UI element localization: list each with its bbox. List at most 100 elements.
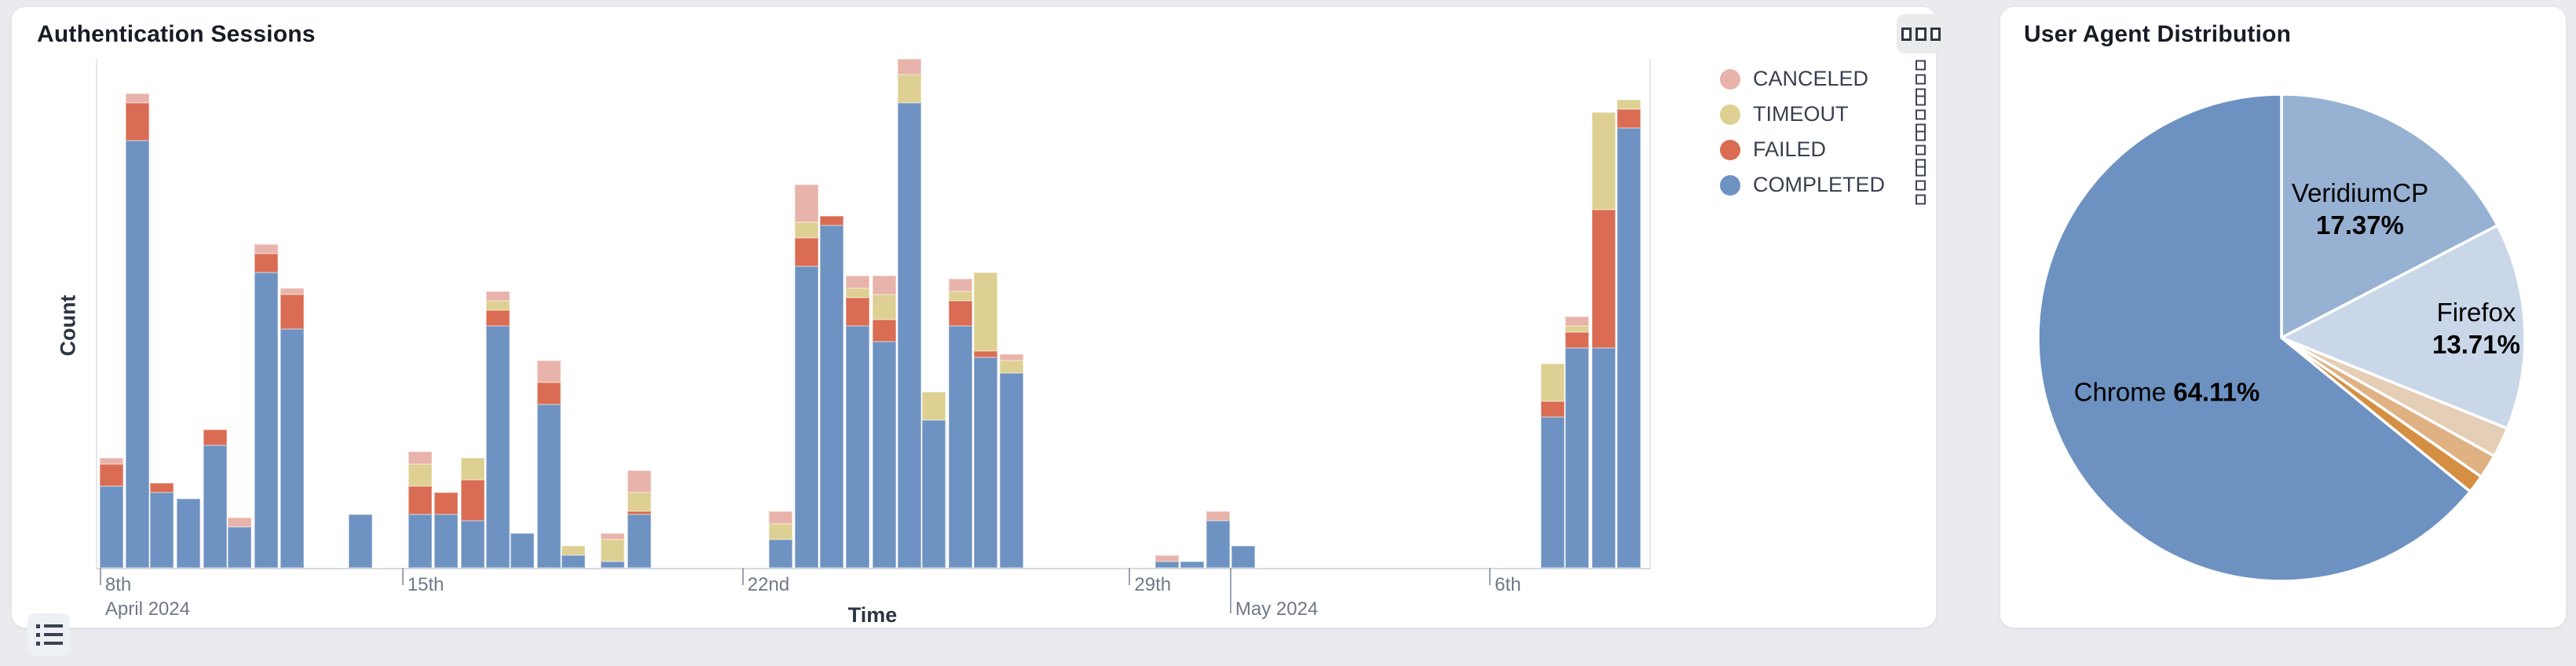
bar-segment-canceled[interactable] (1206, 511, 1231, 521)
bar-segment-timeout[interactable] (973, 273, 997, 351)
bar-segment-failed[interactable] (99, 464, 123, 486)
bar-segment-failed[interactable] (1540, 401, 1564, 417)
bar-segment-canceled[interactable] (408, 452, 432, 464)
bar-segment-failed[interactable] (150, 483, 174, 492)
bar-segment-completed[interactable] (510, 533, 535, 568)
bar-segment-canceled[interactable] (125, 93, 149, 103)
bar-segment-canceled[interactable] (897, 59, 921, 75)
bar-segment-failed[interactable] (973, 351, 997, 357)
bar-segment-timeout[interactable] (1591, 112, 1615, 210)
bar-segment-canceled[interactable] (948, 279, 972, 291)
bar-segment-timeout[interactable] (897, 75, 921, 103)
bar-segment-timeout[interactable] (627, 492, 651, 511)
bar-segment-failed[interactable] (485, 310, 510, 326)
bar-segment-canceled[interactable] (627, 470, 651, 492)
bar-segment-failed[interactable] (254, 254, 278, 273)
legend-item-handle-icon[interactable] (1916, 130, 1926, 169)
bar-segment-canceled[interactable] (795, 185, 819, 222)
legend-item-handle-icon[interactable] (1916, 166, 1926, 204)
bar-segment-completed[interactable] (203, 445, 227, 568)
bar-segment-canceled[interactable] (536, 360, 561, 382)
bar-segment-timeout[interactable] (1565, 326, 1590, 332)
bar-segment-completed[interactable] (922, 420, 946, 568)
bar-segment-failed[interactable] (948, 301, 972, 326)
bar-segment-completed[interactable] (562, 555, 586, 568)
bar-segment-canceled[interactable] (1000, 354, 1024, 360)
bar-segment-timeout[interactable] (768, 524, 792, 540)
bar-segment-timeout[interactable] (460, 458, 485, 480)
legend-item-failed[interactable]: FAILED (1720, 130, 1926, 169)
bar-segment-completed[interactable] (819, 225, 843, 568)
bar-segment-timeout[interactable] (408, 464, 432, 486)
pie-slice-veridiumcp[interactable] (2280, 93, 2499, 339)
bar-segment-failed[interactable] (846, 298, 870, 326)
bar-segment-completed[interactable] (1231, 546, 1255, 568)
bar-segment-completed[interactable] (873, 342, 896, 568)
bar-segment-failed[interactable] (434, 492, 459, 514)
bar-segment-canceled[interactable] (768, 511, 792, 524)
bar-segment-canceled[interactable] (1155, 555, 1179, 562)
bar-segment-completed[interactable] (897, 103, 921, 568)
bar-segment-canceled[interactable] (280, 288, 305, 295)
bar-segment-completed[interactable] (460, 521, 485, 568)
bar-segment-completed[interactable] (1180, 562, 1204, 568)
chart-menu-button[interactable] (1897, 14, 1945, 53)
bar-segment-canceled[interactable] (846, 276, 870, 288)
bar-segment-completed[interactable] (948, 326, 972, 568)
bar-segment-completed[interactable] (99, 486, 123, 568)
bar-segment-timeout[interactable] (846, 288, 870, 298)
bar-segment-failed[interactable] (1616, 109, 1641, 128)
bar-segment-canceled[interactable] (228, 518, 252, 527)
bar-segment-failed[interactable] (460, 480, 485, 521)
bar-segment-completed[interactable] (408, 514, 432, 568)
bar-segment-failed[interactable] (536, 382, 561, 404)
bar-segment-timeout[interactable] (1000, 360, 1024, 373)
bar-segment-timeout[interactable] (922, 392, 946, 420)
bar-segment-completed[interactable] (1591, 348, 1615, 568)
bar-segment-completed[interactable] (150, 492, 174, 568)
bar-segment-completed[interactable] (280, 329, 305, 568)
bar-segment-completed[interactable] (768, 540, 792, 568)
bar-segment-completed[interactable] (536, 404, 561, 568)
bar-segment-completed[interactable] (125, 141, 149, 568)
bar-segment-completed[interactable] (846, 326, 870, 568)
legend-item-completed[interactable]: COMPLETED (1720, 166, 1926, 204)
bar-segment-completed[interactable] (795, 266, 819, 568)
bar-segment-failed[interactable] (819, 216, 843, 225)
bar-segment-failed[interactable] (1565, 332, 1590, 348)
bar-segment-failed[interactable] (873, 320, 896, 342)
bar-segment-canceled[interactable] (873, 276, 896, 295)
bar-segment-canceled[interactable] (485, 291, 510, 301)
bar-segment-canceled[interactable] (99, 458, 123, 464)
bar-segment-failed[interactable] (203, 430, 227, 445)
bar-segment-failed[interactable] (125, 103, 149, 141)
pie-slice-firefox[interactable] (2280, 224, 2527, 430)
bar-segment-completed[interactable] (176, 499, 200, 568)
bar-segment-completed[interactable] (600, 562, 624, 568)
bar-segment-timeout[interactable] (948, 291, 972, 301)
bar-segment-canceled[interactable] (1565, 317, 1590, 326)
bar-segment-timeout[interactable] (485, 301, 510, 310)
bar-segment-completed[interactable] (228, 527, 252, 568)
legend-item-handle-icon[interactable] (1916, 60, 1926, 98)
bar-segment-failed[interactable] (280, 295, 305, 329)
bar-segment-timeout[interactable] (873, 295, 896, 320)
bar-segment-timeout[interactable] (795, 222, 819, 238)
bar-segment-completed[interactable] (1540, 417, 1564, 568)
legend-toggle-button[interactable] (27, 613, 70, 656)
bar-segment-completed[interactable] (973, 357, 997, 568)
bar-segment-timeout[interactable] (600, 540, 624, 562)
legend-item-timeout[interactable]: TIMEOUT (1720, 95, 1926, 134)
bar-segment-completed[interactable] (627, 514, 651, 568)
legend-item-canceled[interactable]: CANCELED (1720, 60, 1926, 98)
bar-segment-failed[interactable] (408, 486, 432, 514)
bar-segment-timeout[interactable] (562, 546, 586, 555)
pie-slice-chrome[interactable] (2036, 93, 2472, 583)
bar-segment-completed[interactable] (434, 514, 459, 568)
bar-segment-completed[interactable] (349, 514, 373, 568)
bar-segment-completed[interactable] (1000, 373, 1024, 568)
bar-segment-completed[interactable] (1155, 562, 1179, 568)
bar-segment-canceled[interactable] (600, 533, 624, 540)
bar-segment-failed[interactable] (795, 238, 819, 266)
bar-segment-canceled[interactable] (254, 244, 278, 254)
